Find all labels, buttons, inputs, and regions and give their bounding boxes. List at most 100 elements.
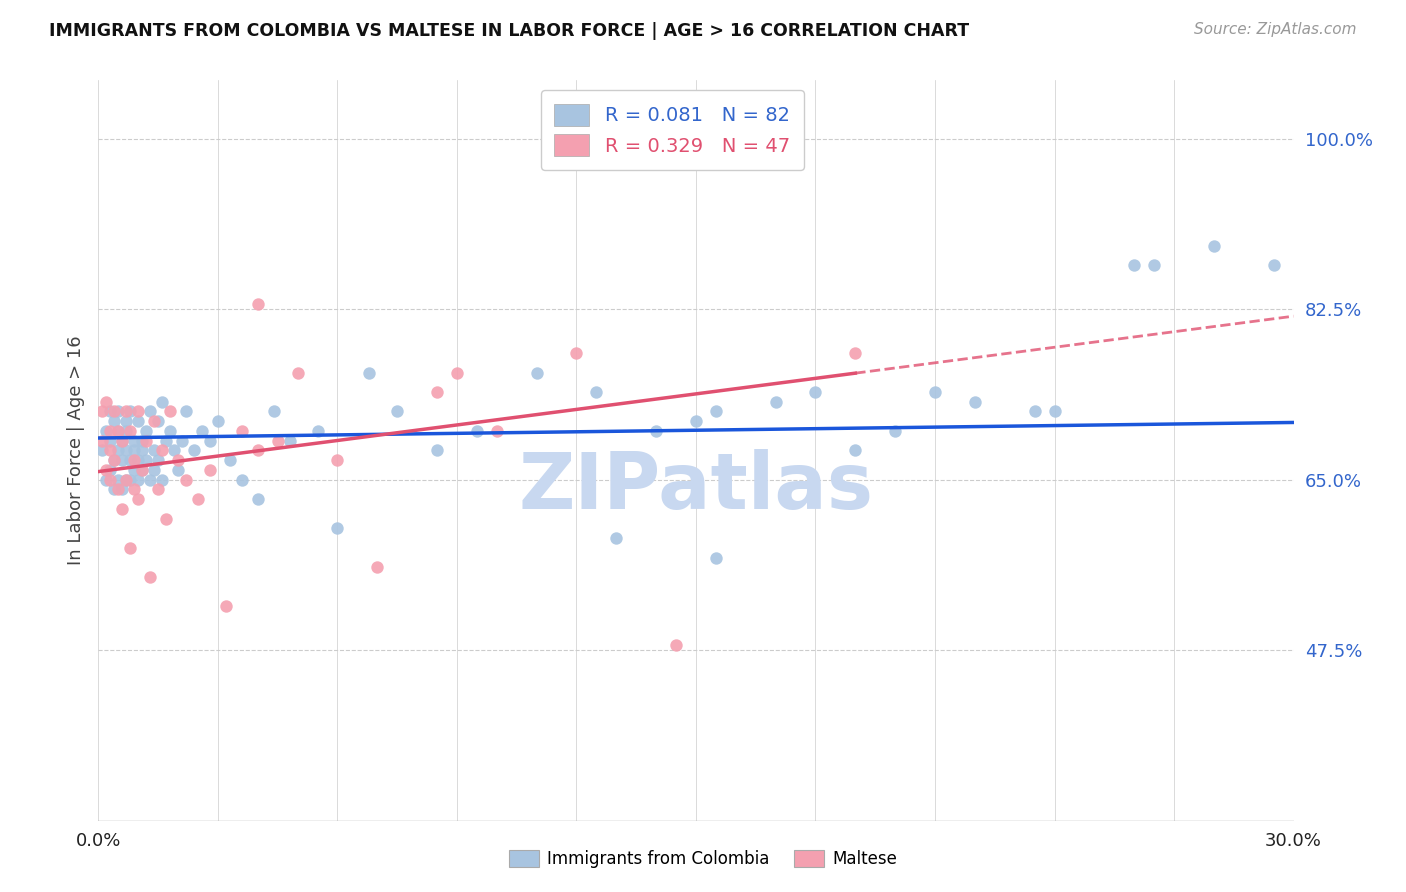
- Point: [91, 404, 114, 418]
- Point: [96, 473, 118, 487]
- Legend: R = 0.081   N = 82, R = 0.329   N = 47: R = 0.081 N = 82, R = 0.329 N = 47: [541, 90, 803, 169]
- Point: [124, 453, 146, 467]
- Point: [765, 394, 787, 409]
- Point: [124, 434, 146, 448]
- Point: [115, 414, 138, 428]
- Point: [103, 483, 125, 497]
- Point: [91, 434, 114, 448]
- Point: [143, 463, 166, 477]
- Point: [127, 492, 149, 507]
- Point: [167, 453, 190, 467]
- Point: [446, 366, 468, 380]
- Point: [135, 453, 157, 467]
- Point: [131, 434, 153, 448]
- Point: [231, 473, 253, 487]
- Point: [326, 521, 349, 535]
- Point: [246, 297, 269, 311]
- Point: [1043, 404, 1066, 418]
- Point: [585, 384, 607, 399]
- Point: [1024, 404, 1046, 418]
- Point: [111, 502, 134, 516]
- Point: [231, 424, 253, 438]
- Point: [111, 483, 134, 497]
- Point: [98, 443, 122, 458]
- Point: [107, 404, 129, 418]
- Point: [167, 463, 190, 477]
- Point: [155, 511, 177, 525]
- Point: [645, 424, 668, 438]
- Text: IMMIGRANTS FROM COLOMBIA VS MALTESE IN LABOR FORCE | AGE > 16 CORRELATION CHART: IMMIGRANTS FROM COLOMBIA VS MALTESE IN L…: [49, 22, 969, 40]
- Y-axis label: In Labor Force | Age > 16: In Labor Force | Age > 16: [66, 335, 84, 566]
- Point: [143, 443, 166, 458]
- Point: [98, 424, 122, 438]
- Point: [120, 404, 142, 418]
- Point: [115, 424, 138, 438]
- Point: [426, 443, 449, 458]
- Point: [465, 424, 488, 438]
- Point: [174, 404, 197, 418]
- Point: [150, 394, 173, 409]
- Text: ZIPatlas: ZIPatlas: [519, 450, 873, 525]
- Point: [526, 366, 548, 380]
- Point: [139, 473, 162, 487]
- Point: [198, 463, 221, 477]
- Point: [804, 384, 827, 399]
- Point: [127, 453, 149, 467]
- Point: [120, 473, 142, 487]
- Point: [124, 483, 146, 497]
- Point: [159, 424, 181, 438]
- Point: [111, 434, 134, 448]
- Point: [426, 384, 449, 399]
- Point: [115, 473, 138, 487]
- Point: [1123, 259, 1146, 273]
- Point: [366, 560, 388, 574]
- Point: [103, 453, 125, 467]
- Point: [155, 434, 177, 448]
- Point: [127, 414, 149, 428]
- Point: [219, 453, 242, 467]
- Point: [139, 404, 162, 418]
- Point: [485, 424, 508, 438]
- Point: [1143, 259, 1166, 273]
- Point: [120, 453, 142, 467]
- Point: [924, 384, 946, 399]
- Point: [685, 414, 707, 428]
- Point: [103, 414, 125, 428]
- Point: [159, 404, 181, 418]
- Point: [278, 434, 301, 448]
- Point: [844, 346, 866, 360]
- Point: [246, 492, 269, 507]
- Point: [135, 424, 157, 438]
- Point: [107, 424, 129, 438]
- Point: [139, 570, 162, 584]
- Point: [115, 404, 138, 418]
- Point: [120, 541, 142, 555]
- Point: [98, 404, 122, 418]
- Point: [103, 404, 125, 418]
- Point: [246, 443, 269, 458]
- Point: [150, 473, 173, 487]
- Point: [120, 424, 142, 438]
- Point: [704, 550, 727, 565]
- Point: [148, 414, 170, 428]
- Point: [124, 443, 146, 458]
- Point: [91, 443, 114, 458]
- Point: [172, 434, 194, 448]
- Point: [127, 404, 149, 418]
- Point: [263, 404, 285, 418]
- Point: [115, 443, 138, 458]
- Point: [107, 424, 129, 438]
- Point: [107, 483, 129, 497]
- Point: [963, 394, 986, 409]
- Point: [198, 434, 221, 448]
- Point: [704, 404, 727, 418]
- Legend: Immigrants from Colombia, Maltese: Immigrants from Colombia, Maltese: [502, 843, 904, 875]
- Point: [143, 414, 166, 428]
- Point: [127, 473, 149, 487]
- Point: [605, 531, 627, 545]
- Point: [148, 483, 170, 497]
- Point: [96, 463, 118, 477]
- Text: Source: ZipAtlas.com: Source: ZipAtlas.com: [1194, 22, 1357, 37]
- Point: [148, 453, 170, 467]
- Point: [131, 443, 153, 458]
